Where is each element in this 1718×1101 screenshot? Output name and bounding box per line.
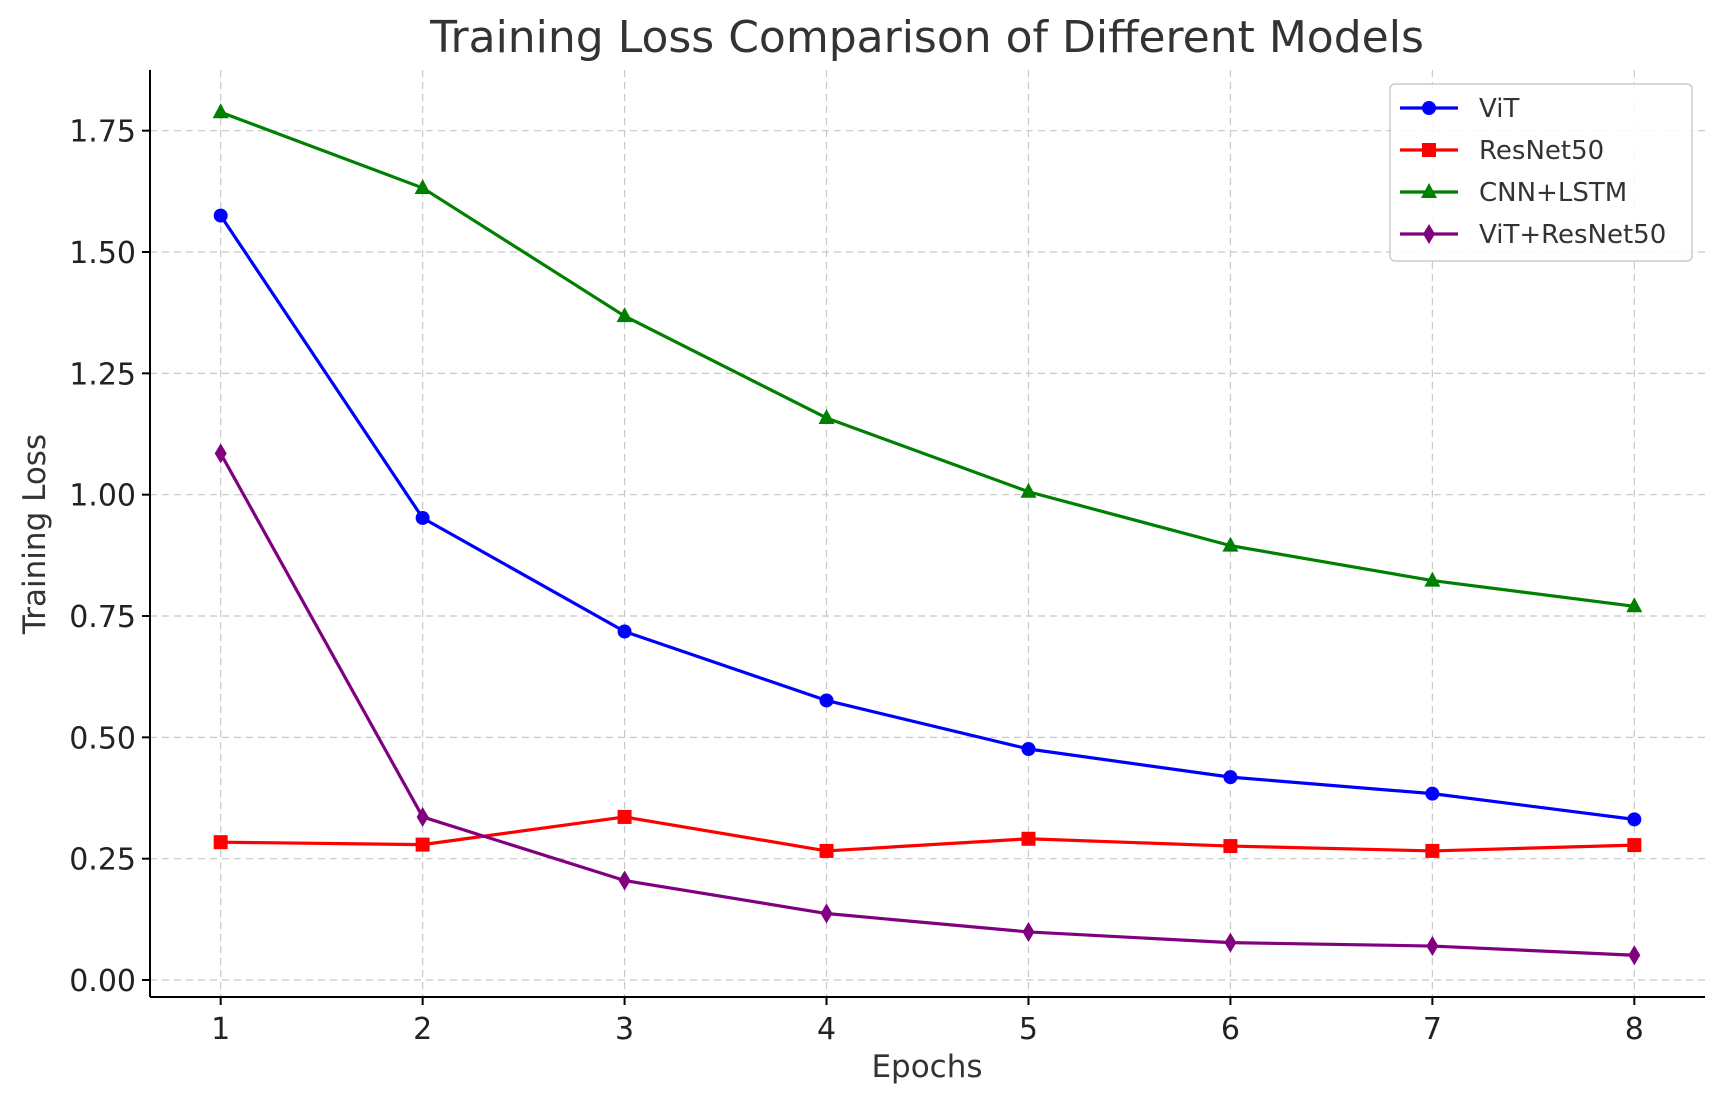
series-line-resnet50 (220, 815, 1635, 853)
legend-frame (1389, 83, 1693, 262)
data-point-cnn-lstm (616, 307, 633, 323)
data-point-resnet50 (617, 809, 632, 824)
y-tick-label: 1.00 (69, 479, 136, 514)
legend-label-cnn-lstm: CNN+LSTM (1479, 178, 1627, 208)
data-point-resnet50 (415, 837, 430, 852)
data-point-resnet50 (819, 843, 834, 858)
y-axis-label: Training Loss (17, 434, 53, 635)
data-point-vit (415, 510, 430, 525)
legend-item-cnn-lstm: CNN+LSTM (1400, 178, 1627, 208)
series-vit-resnet50 (214, 443, 1641, 966)
series-cnn-lstm (212, 103, 1643, 613)
data-point-vit (1627, 812, 1642, 827)
legend-marker-cnn-lstm (1421, 183, 1437, 198)
x-tick-label: 5 (1019, 1012, 1038, 1047)
data-point-vit (213, 208, 228, 223)
axes: 1 2 3 4 5 6 7 8 0.00 0.25 0.50 0.75 1.00 1.25 1.50 1.75 (69, 70, 1705, 1047)
data-point-cnn-lstm (1424, 571, 1441, 587)
data-point-vit (819, 693, 834, 708)
x-tick-label: 6 (1221, 1012, 1240, 1047)
legend-item-resnet50: ResNet50 (1400, 136, 1604, 166)
legend-item-vit-resnet50: ViT+ResNet50 (1400, 220, 1666, 250)
chart-title: Training Loss Comparison of Different Mo… (429, 12, 1424, 63)
series-line-vit-resnet50 (219, 452, 1635, 957)
data-point-vit-resnet50 (1224, 932, 1237, 953)
data-point-vit-resnet50 (214, 443, 227, 464)
data-point-vit-resnet50 (1022, 921, 1035, 942)
y-tick-label: 0.00 (69, 964, 136, 999)
series-vit (213, 208, 1642, 827)
series-resnet50 (213, 809, 1642, 858)
data-point-resnet50 (1021, 831, 1036, 846)
data-point-vit-resnet50 (820, 903, 833, 924)
y-tick-label: 0.50 (69, 721, 136, 756)
data-point-vit (1021, 741, 1036, 756)
data-point-cnn-lstm (414, 178, 431, 194)
series-group (212, 103, 1643, 966)
data-point-vit (1425, 786, 1440, 801)
legend-label-vit-resnet50: ViT+ResNet50 (1479, 220, 1666, 250)
legend-marker-resnet50 (1422, 143, 1436, 157)
legend-marker-vit (1422, 101, 1436, 115)
data-point-cnn-lstm (818, 408, 835, 424)
legend-label-vit: ViT (1479, 94, 1519, 124)
data-point-vit-resnet50 (1628, 945, 1641, 966)
x-tick-label: 1 (211, 1012, 230, 1047)
series-line-vit (219, 214, 1635, 821)
data-point-cnn-lstm (212, 103, 229, 119)
legend-marker-vit-resnet50 (1423, 224, 1435, 244)
y-tick-label: 0.25 (69, 843, 136, 878)
x-tick-label: 7 (1423, 1012, 1442, 1047)
legend: ViT ResNet50 CNN+LSTM ViT+ResNet50 (1389, 83, 1693, 262)
y-tick-label: 1.25 (69, 357, 136, 392)
x-axis-label: Epochs (871, 1049, 982, 1085)
data-point-vit-resnet50 (416, 806, 429, 827)
data-point-cnn-lstm (1222, 536, 1239, 552)
y-tick-label: 1.75 (69, 115, 136, 150)
x-tick-label: 4 (817, 1012, 836, 1047)
legend-label-resnet50: ResNet50 (1479, 136, 1604, 166)
data-point-cnn-lstm (1626, 597, 1643, 613)
x-tick-label: 3 (615, 1012, 634, 1047)
data-point-vit (617, 624, 632, 639)
y-tick-label: 1.50 (69, 236, 136, 271)
data-point-resnet50 (213, 835, 228, 850)
data-point-vit-resnet50 (618, 870, 631, 891)
data-point-resnet50 (1627, 838, 1642, 853)
x-tick-label: 8 (1625, 1012, 1644, 1047)
data-point-resnet50 (1425, 843, 1440, 858)
data-point-vit-resnet50 (1426, 936, 1439, 957)
data-point-vit (1223, 770, 1238, 785)
legend-item-vit: ViT (1400, 94, 1519, 124)
series-line-cnn-lstm (220, 110, 1635, 608)
data-point-resnet50 (1223, 839, 1238, 854)
data-point-cnn-lstm (1020, 482, 1037, 498)
x-tick-label: 2 (413, 1012, 432, 1047)
y-tick-label: 0.75 (69, 600, 136, 635)
